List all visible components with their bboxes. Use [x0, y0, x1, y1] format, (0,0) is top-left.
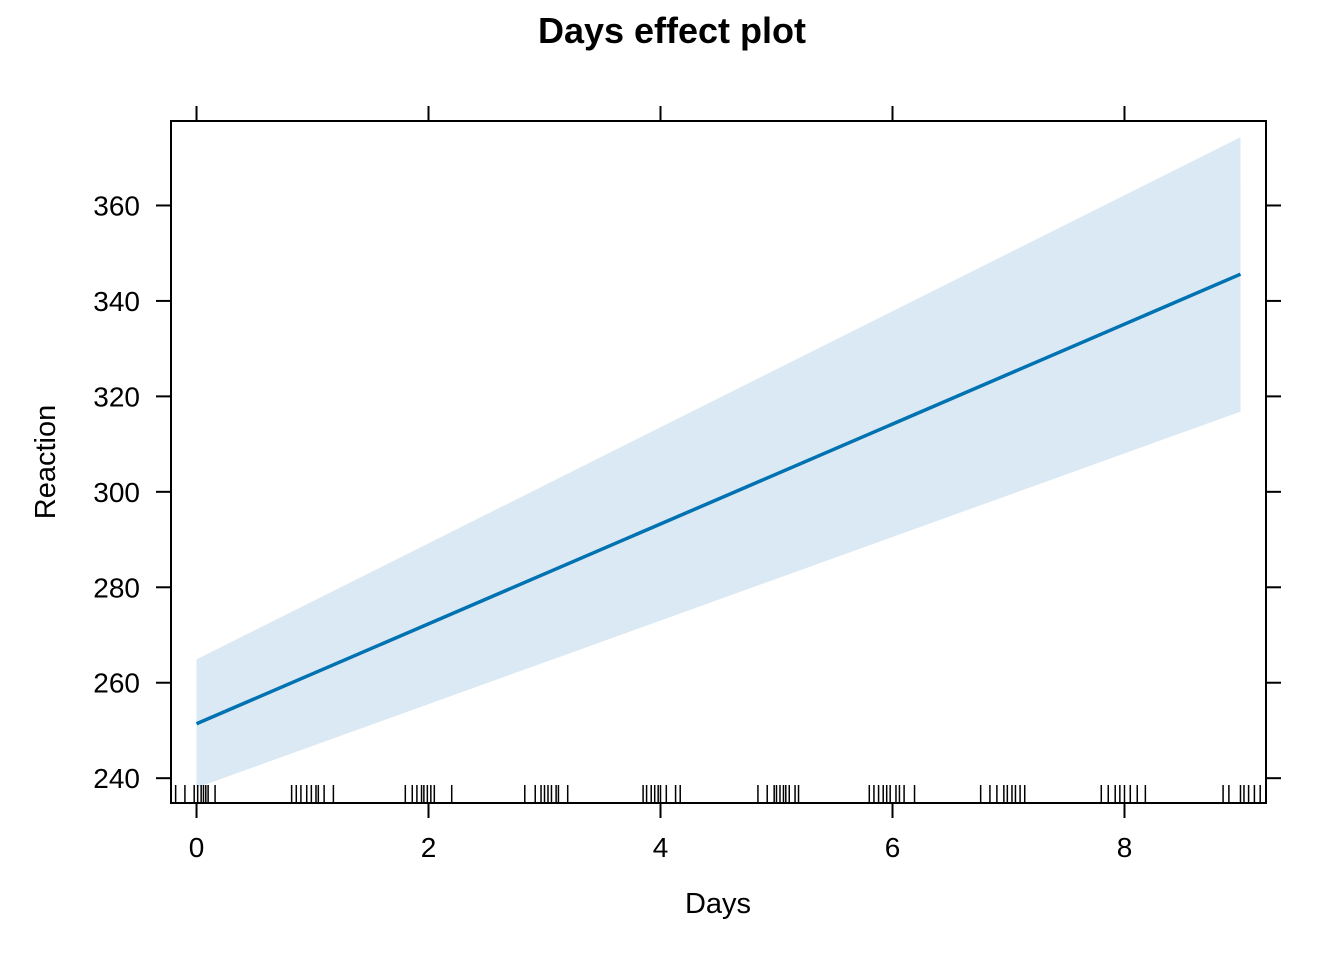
y-tick-label: 320 [93, 381, 140, 412]
plot-frame [170, 120, 1267, 804]
x-tick-label: 4 [653, 832, 669, 863]
x-tick-label: 2 [421, 832, 437, 863]
y-tick-label: 280 [93, 572, 140, 603]
y-tick-label: 340 [93, 286, 140, 317]
x-axis-label: Days [685, 888, 751, 920]
x-tick-label: 0 [189, 832, 205, 863]
chart-title: Days effect plot [538, 10, 806, 51]
y-tick-label: 360 [93, 190, 140, 221]
y-tick-label: 300 [93, 477, 140, 508]
x-axis: 0 2 4 6 8 [189, 106, 1133, 863]
fit-line [195, 272, 1242, 726]
y-tick-label: 240 [93, 763, 140, 794]
y-axis-label: Reaction [30, 405, 62, 519]
y-axis: 240 260 280 300 320 340 360 [93, 190, 1281, 794]
x-tick-label: 6 [885, 832, 901, 863]
confidence-band [196, 137, 1241, 788]
rug [174, 785, 1261, 803]
y-tick-label: 260 [93, 668, 140, 699]
plot-area [174, 137, 1261, 803]
x-tick-label: 8 [1117, 832, 1133, 863]
